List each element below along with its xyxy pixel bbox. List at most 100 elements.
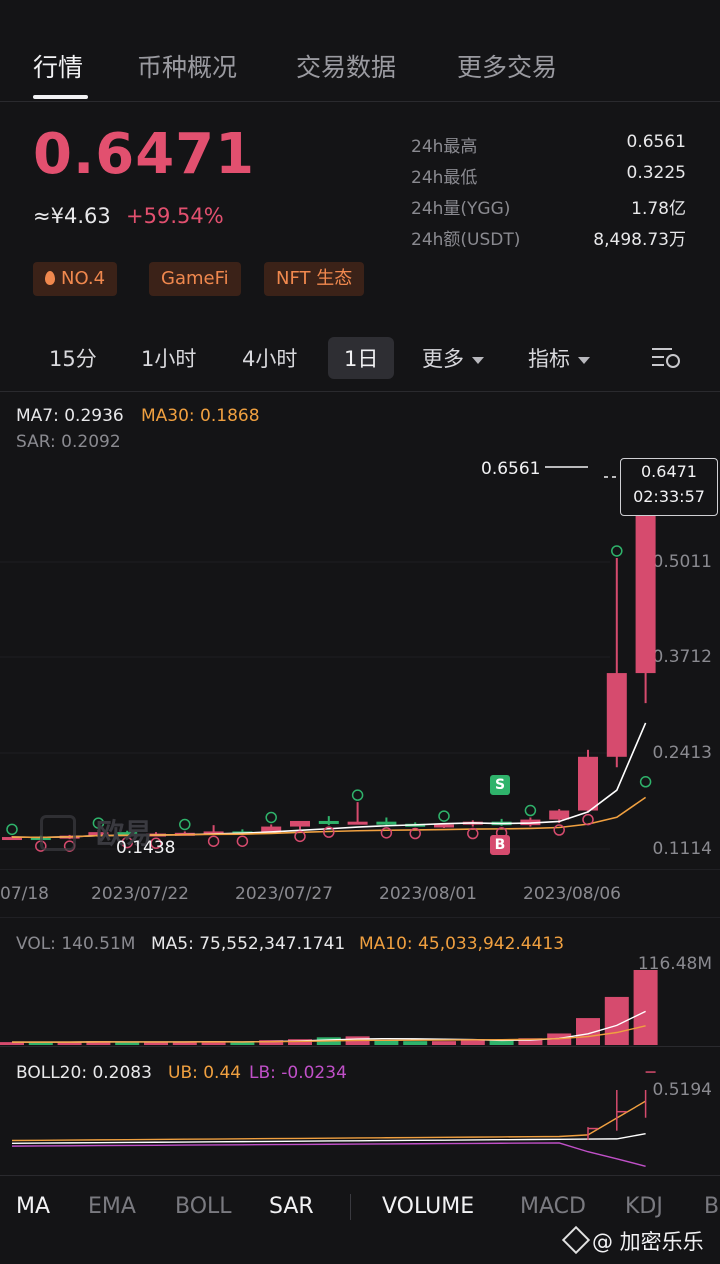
date-tick: 2023/08/06	[523, 884, 621, 904]
okx-logo-icon	[40, 815, 76, 851]
indicators-menu[interactable]: 指标	[528, 343, 590, 373]
stat-label-volume: 24h量(YGG)	[411, 199, 511, 219]
price-axis-tick: 0.2413	[652, 743, 712, 763]
sar-dot	[351, 789, 364, 801]
volume-bar	[86, 1041, 111, 1045]
boll-label: BOLL20: 0.2083	[16, 1063, 152, 1083]
candle-body	[549, 810, 570, 820]
ind-tab-boll[interactable]: BOLL	[175, 1194, 232, 1219]
tab-more-trading[interactable]: 更多交易	[457, 53, 558, 82]
tab-active-indicator	[33, 95, 88, 99]
volume-bar	[460, 1039, 485, 1045]
low-marker: 0.1438	[116, 838, 176, 858]
countdown: 02:33:57	[633, 487, 705, 506]
tf-15m[interactable]: 15分	[49, 347, 97, 371]
volume-bar	[28, 1042, 53, 1045]
top-tabs: 行情 币种概况 交易数据 更多交易	[0, 0, 720, 102]
tf-more-label: 更多	[422, 347, 464, 371]
ma30-label: MA30: 0.1868	[141, 406, 260, 426]
volume-bar	[57, 1042, 82, 1045]
candle-body	[318, 820, 339, 824]
candle-body	[261, 826, 282, 833]
tab-market[interactable]: 行情	[33, 53, 84, 82]
ind-tab-volume[interactable]: VOLUME	[382, 1194, 475, 1219]
sar-dot	[294, 830, 306, 843]
date-tick: 2023/07/27	[235, 884, 333, 904]
volume-bar	[201, 1041, 226, 1045]
candle-body	[2, 837, 22, 841]
boll-axis-max: 0.5194	[652, 1080, 712, 1100]
stat-label-amount: 24h额(USDT)	[411, 230, 521, 250]
tf-more[interactable]: 更多	[422, 343, 484, 373]
footer-watermark: @ 加密乐乐	[592, 1230, 704, 1254]
volume-bar	[374, 1040, 399, 1045]
ma7-label: MA7: 0.2936	[16, 406, 124, 426]
date-tick: 2023/07/22	[91, 884, 189, 904]
sar-dot	[611, 545, 623, 557]
volume-bar	[403, 1041, 428, 1045]
chart-settings-icon[interactable]	[652, 346, 680, 370]
stat-label-high: 24h最高	[411, 137, 478, 157]
sar-dot	[553, 824, 565, 836]
buy-marker: B	[490, 835, 510, 855]
candle-body	[635, 476, 656, 674]
ind-tab-ma[interactable]: MA	[16, 1194, 51, 1219]
boll-lb-label: LB: -0.0234	[249, 1063, 347, 1083]
ind-tab-macd[interactable]: MACD	[520, 1194, 586, 1219]
nft-tag[interactable]: NFT 生态	[264, 262, 365, 296]
tf-1h[interactable]: 1小时	[141, 347, 197, 371]
last-price: 0.6471	[33, 122, 256, 187]
tab-trading-data[interactable]: 交易数据	[296, 53, 397, 82]
last-price-box-price: 0.6471	[641, 462, 697, 481]
gamefi-tag[interactable]: GameFi	[149, 262, 241, 296]
sar-dot	[323, 826, 335, 838]
last-price-box[interactable]: 0.6471 02:33:57	[620, 458, 718, 516]
vol-ma10-line	[12, 1025, 646, 1043]
volume-bar	[259, 1040, 284, 1045]
ind-tab-kdj[interactable]: KDJ	[625, 1194, 663, 1219]
volume-bar	[230, 1042, 255, 1045]
volume-bar	[633, 970, 658, 1045]
price-axis-tick: 0.5011	[652, 552, 712, 572]
vol-ma10-label: MA10: 45,033,942.4413	[359, 934, 565, 954]
candle-body	[88, 832, 109, 836]
high-marker: 0.6561	[481, 459, 541, 479]
vol-label: VOL: 140.51M	[16, 934, 136, 954]
cny-price: ≈¥4.63	[33, 204, 111, 228]
sar-dot	[92, 817, 105, 829]
sar-dot	[150, 837, 162, 850]
tf-1d[interactable]: 1日	[328, 337, 395, 379]
boll-ub-label: UB: 0.44	[168, 1063, 242, 1083]
ind-tab-sar[interactable]: SAR	[269, 1194, 314, 1219]
price-change: +59.54%	[126, 204, 224, 228]
candle-body	[117, 832, 138, 836]
tab-overview[interactable]: 币种概况	[137, 53, 238, 82]
chevron-down-icon	[472, 356, 484, 364]
ind-tab-b[interactable]: B	[704, 1194, 720, 1219]
volume-bar	[172, 1042, 197, 1045]
sar-dot	[639, 776, 652, 788]
divider	[0, 869, 720, 870]
indicators-label: 指标	[528, 347, 570, 371]
price-axis-tick: 0.3712	[652, 647, 712, 667]
boll-ub-line	[11, 1100, 646, 1142]
stat-value-high: 0.6561	[626, 132, 686, 152]
indicator-tabs: MA EMA BOLL SAR VOLUME MACD KDJ B	[0, 1180, 720, 1240]
candle-body	[578, 756, 598, 811]
sar-dot	[207, 835, 220, 847]
boll-lb-line	[11, 1142, 646, 1167]
sell-marker: S	[490, 775, 510, 795]
ind-tab-ema[interactable]: EMA	[88, 1194, 136, 1219]
vol-ma5-label: MA5: 75,552,347.1741	[151, 934, 346, 954]
candle-body	[376, 821, 397, 825]
candlestick-chart[interactable]	[0, 0, 720, 1180]
volume-bar	[144, 1042, 168, 1045]
chevron-down-icon	[578, 356, 590, 364]
watermark-text: 欧易	[96, 817, 153, 850]
rank-tag[interactable]: NO.4	[33, 262, 118, 296]
tf-4h[interactable]: 4小时	[242, 347, 298, 371]
sar-dot	[121, 836, 133, 849]
date-tick: 07/18	[0, 884, 49, 904]
date-tick: 2023/08/01	[379, 884, 477, 904]
stat-value-amount: 8,498.73万	[593, 230, 686, 250]
